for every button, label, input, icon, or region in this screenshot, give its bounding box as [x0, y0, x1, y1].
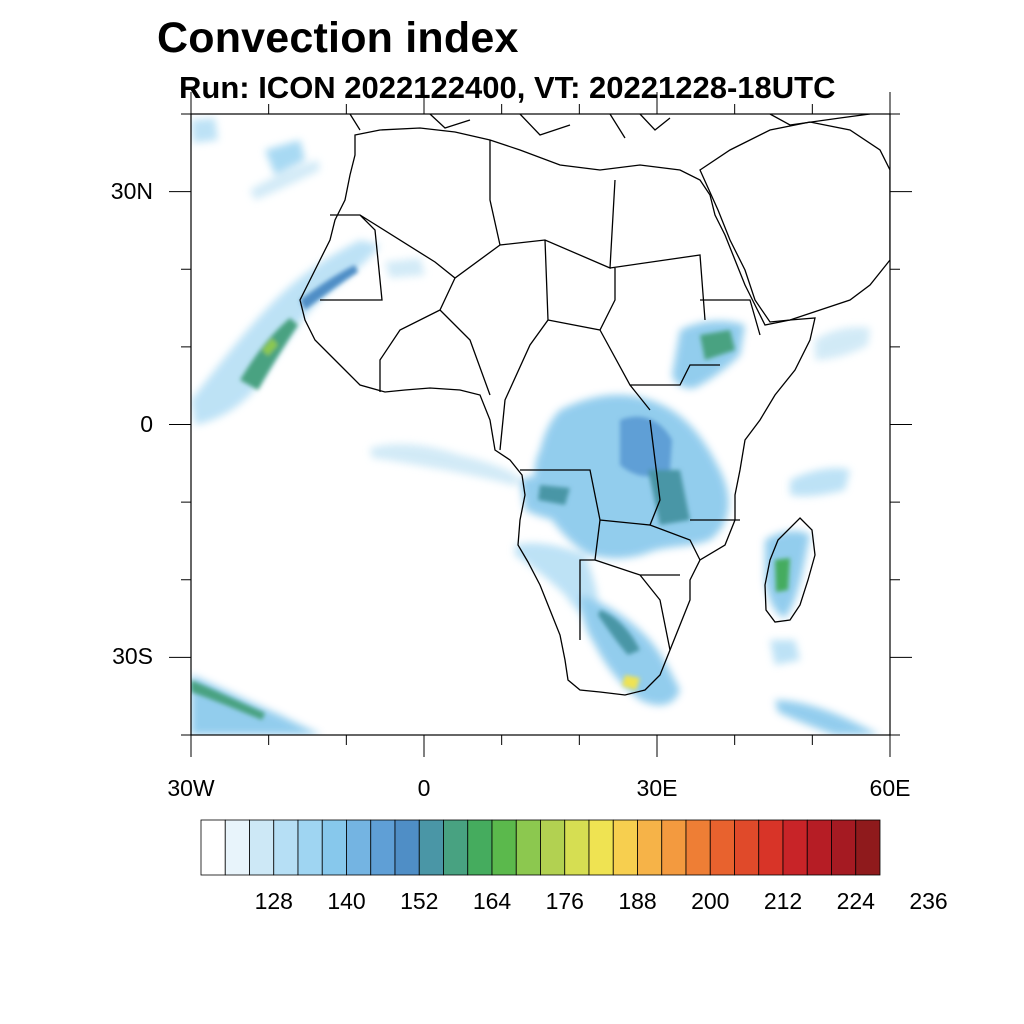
- convection-patch-north: [265, 140, 305, 175]
- colorbar-label: 164: [472, 888, 512, 914]
- convection-patch-arabian-sea: [815, 327, 870, 360]
- convection-core-southafrica: [598, 610, 640, 655]
- colorbar-swatch: [734, 819, 760, 876]
- colorbar-swatch: [758, 819, 784, 876]
- convection-core-madagascar: [775, 558, 790, 592]
- colorbar-swatch: [491, 819, 517, 876]
- y-tick-label: 30N: [110, 177, 153, 204]
- y-tick-label: 30S: [112, 643, 153, 670]
- convection-core-southwest-band: [191, 680, 265, 720]
- colorbar-swatch: [806, 819, 832, 876]
- axis-ticks: [169, 92, 912, 757]
- convection-core-angola: [538, 485, 570, 505]
- chart-title: Convection index: [157, 14, 519, 62]
- convection-core-lesotho: [622, 675, 640, 690]
- colorbar: [200, 819, 881, 876]
- colorbar-label: 224: [836, 888, 875, 914]
- chart-subtitle: Run: ICON 2022122400, VT: 20221228-18UTC: [179, 70, 836, 105]
- country-borders: [320, 140, 761, 651]
- colorbar-swatch: [273, 819, 299, 876]
- colorbar-swatch: [200, 819, 226, 876]
- colorbar-swatch: [685, 819, 711, 876]
- colorbar-swatch: [709, 819, 735, 876]
- colorbar-swatch: [855, 819, 881, 876]
- colorbar-label: 200: [691, 888, 730, 914]
- colorbar-label: 188: [618, 888, 657, 914]
- colorbar-swatch: [346, 819, 372, 876]
- colorbar-label: 152: [400, 888, 439, 914]
- convection-patch-southwest: [515, 543, 600, 625]
- colorbar-swatch: [321, 819, 347, 876]
- colorbar-swatch: [297, 819, 323, 876]
- x-tick-label: 30W: [167, 775, 215, 801]
- colorbar-label: 128: [254, 888, 293, 914]
- convection-field: [191, 118, 880, 735]
- coastlines: [299, 114, 890, 696]
- convection-patch-southwest-corner: [191, 675, 322, 735]
- colorbar-swatch: [540, 819, 566, 876]
- convection-patch-southeast: [775, 700, 880, 735]
- convection-patch-mozambique: [770, 640, 800, 665]
- arabian-coastline: [699, 121, 890, 323]
- x-tick-label: 30E: [636, 775, 678, 801]
- colorbar-swatch: [394, 819, 420, 876]
- convection-core-atlantic-hot: [262, 338, 278, 356]
- x-tick-label: 60E: [869, 775, 911, 801]
- colorbar-swatch: [418, 819, 444, 876]
- convection-patch-guinea: [370, 444, 520, 486]
- convection-patch-north-band: [250, 160, 320, 200]
- africa-coastline: [299, 127, 816, 696]
- convection-core-central: [620, 416, 672, 477]
- colorbar-label: 176: [545, 888, 584, 914]
- y-tick-label: 0: [140, 410, 153, 437]
- colorbar-swatch: [515, 819, 541, 876]
- colorbar-swatch: [467, 819, 493, 876]
- colorbar-swatch: [370, 819, 396, 876]
- colorbar-swatch: [661, 819, 687, 876]
- colorbar-swatch: [443, 819, 469, 876]
- colorbar-swatch: [224, 819, 250, 876]
- colorbar-swatch: [249, 819, 275, 876]
- colorbar-swatch: [782, 819, 808, 876]
- colorbar-label: 140: [327, 888, 366, 914]
- colorbar-label: 212: [763, 888, 803, 914]
- colorbar-swatch: [588, 819, 614, 876]
- europe-coastline: [349, 114, 871, 139]
- colorbar-swatch: [564, 819, 590, 876]
- convection-patch-sahel: [385, 258, 425, 278]
- colorbar-label: 236: [909, 888, 948, 914]
- convection-core-ethiopia: [700, 330, 735, 360]
- convection-core-westafrica: [300, 265, 358, 310]
- madagascar-coastline: [764, 517, 816, 623]
- convection-patch-nw-corner: [191, 118, 218, 143]
- colorbar-swatch: [831, 819, 857, 876]
- x-tick-label: 0: [417, 775, 431, 801]
- colorbar-swatch: [612, 819, 638, 876]
- colorbar-swatch: [637, 819, 663, 876]
- convection-patch-indian: [790, 468, 850, 497]
